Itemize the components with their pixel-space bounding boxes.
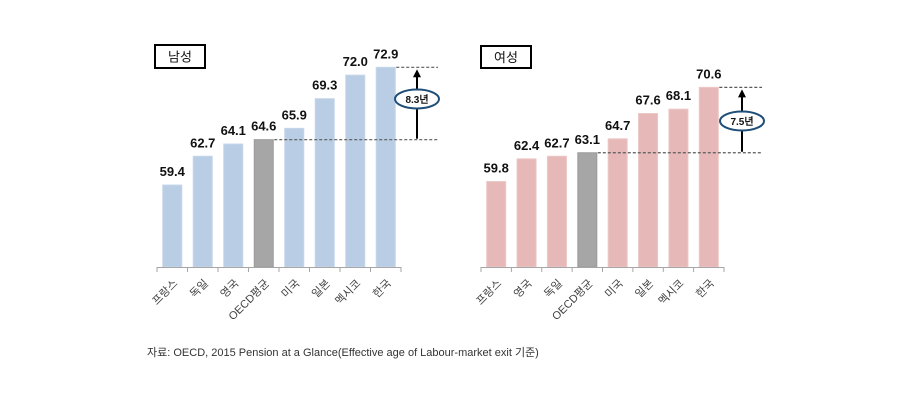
bar (162, 184, 183, 268)
bar-oecd-average (253, 139, 274, 268)
x-tick-label: 프랑스 (150, 277, 181, 308)
bar (192, 155, 213, 268)
bar (698, 86, 719, 268)
x-tick-label: 영국 (511, 277, 535, 301)
gap-label: 8.3년 (405, 93, 428, 106)
value-label: 64.1 (221, 123, 246, 138)
bar (516, 158, 537, 268)
source-note: 자료: OECD, 2015 Pension at a Glance(Effec… (147, 347, 539, 359)
bar (284, 127, 305, 268)
bar (607, 138, 628, 268)
bar (345, 74, 366, 268)
value-label: 67.6 (635, 93, 660, 108)
x-tick-label: 프랑스 (474, 277, 505, 308)
x-tick-label: 독일 (541, 276, 565, 300)
x-tick-label: 일본 (309, 276, 333, 300)
value-label: 62.7 (190, 135, 215, 150)
value-label: 64.6 (251, 119, 276, 134)
bar (638, 113, 659, 268)
bar (375, 66, 396, 268)
female-chart: 여성59.8프랑스62.4영국62.7독일63.1OECD평균64.7미국67.… (474, 45, 765, 323)
x-tick-label: 멕시코 (656, 277, 687, 308)
gap-label: 7.5년 (730, 115, 753, 128)
bar (314, 98, 335, 268)
panel-title: 여성 (494, 50, 518, 65)
x-tick-label: 영국 (218, 277, 242, 301)
x-tick-label: 일본 (632, 276, 656, 300)
bar-oecd-average (577, 152, 598, 268)
panel-title: 남성 (168, 50, 192, 65)
bar (223, 143, 244, 268)
bar (668, 108, 689, 268)
gap-badge (394, 88, 440, 110)
value-label: 70.6 (696, 66, 721, 81)
value-label: 72.0 (343, 54, 368, 69)
x-tick-label: 한국 (693, 277, 717, 301)
value-label: 64.7 (605, 118, 630, 133)
value-label: 62.4 (514, 138, 540, 153)
x-tick-label: 독일 (187, 276, 211, 300)
bar (486, 181, 507, 268)
panel-title-box (154, 44, 206, 69)
value-label: 59.8 (484, 161, 509, 176)
x-tick-label: 한국 (370, 277, 394, 301)
gap-badge (719, 110, 765, 132)
male-chart: 남성59.4프랑스62.7독일64.1영국64.6OECD평균65.9미국69.… (150, 44, 440, 323)
panel-title-box (480, 45, 532, 69)
value-label: 72.9 (373, 46, 398, 61)
value-label: 59.4 (160, 164, 186, 179)
value-label: 65.9 (282, 107, 307, 122)
x-tick-label: 멕시코 (333, 277, 364, 308)
value-label: 68.1 (666, 88, 691, 103)
x-tick-label: 미국 (602, 277, 626, 301)
bar (546, 155, 567, 268)
value-label: 62.7 (544, 135, 569, 150)
value-label: 69.3 (312, 78, 337, 93)
value-label: 63.1 (575, 132, 600, 147)
x-tick-label: 미국 (279, 277, 303, 301)
